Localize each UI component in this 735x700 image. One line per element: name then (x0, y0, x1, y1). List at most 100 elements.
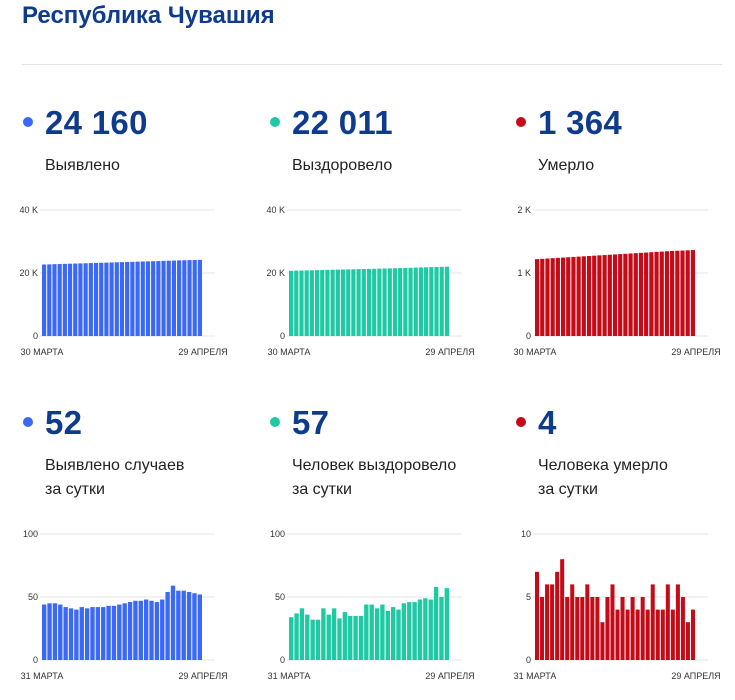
bar (540, 258, 545, 336)
bar (607, 254, 612, 336)
stat-value: 57 (292, 404, 330, 441)
bar (664, 251, 670, 336)
y-tick-label: 0 (33, 331, 38, 341)
chart-deaths-total: 0 1 K 2 K 30 МАРТА 29 АПРЕЛЯ (514, 205, 721, 357)
bar (47, 603, 52, 660)
bar (160, 599, 165, 660)
y-tick-label: 1 K (517, 268, 531, 278)
stat-label: Человека умерло за сутки (538, 454, 668, 502)
y-tick-label: 20 K (19, 268, 38, 278)
bar (47, 264, 52, 336)
bar (154, 602, 160, 660)
stat-label-line: за сутки (45, 481, 105, 498)
card-recovered-daily: 57 Человек выздоровело за сутки 0 50 100 31… (267, 400, 507, 700)
card-recovered-total: 22 011 Выздоровело 0 20 K 40 K 30 МАРТА 29 А… (266, 100, 507, 400)
bar (299, 270, 304, 336)
y-tick-label: 0 (280, 655, 285, 665)
color-dot (23, 417, 33, 427)
stat-label-line: Выявлено случаев (45, 457, 185, 474)
bar (403, 267, 408, 336)
bar (289, 617, 294, 660)
card-confirmed-total: 24 160 Выявлено 0 20 K 40 K 30 МАРТА 29 АПРЕ… (19, 100, 260, 400)
stat-label: Выявлено случаев за сутки (45, 454, 184, 502)
bar (320, 270, 325, 336)
x-tick-label-start: 31 МАРТА (21, 671, 64, 681)
bar (57, 264, 62, 336)
bar (315, 619, 321, 660)
bar (566, 257, 571, 336)
bar (638, 252, 644, 336)
y-tick-label: 100 (23, 529, 38, 539)
bar (176, 590, 181, 660)
bar (633, 253, 638, 336)
bar (423, 598, 428, 660)
bar (330, 269, 335, 336)
color-dot (270, 117, 280, 127)
bar (52, 264, 57, 336)
bar (340, 269, 346, 336)
bar (299, 608, 305, 660)
bar (675, 250, 680, 336)
bar (444, 266, 449, 336)
bar (309, 270, 314, 336)
bar (117, 604, 122, 660)
bar (156, 261, 161, 336)
bar (133, 600, 138, 660)
bar (413, 267, 418, 336)
y-tick-label: 50 (275, 592, 285, 602)
bar (114, 262, 119, 336)
y-tick-label: 100 (270, 529, 285, 539)
bar (130, 261, 135, 336)
color-dot (516, 417, 526, 427)
stat-label-line: Человека умерло (538, 457, 668, 474)
bar (545, 584, 550, 660)
bar (660, 609, 665, 660)
bar (592, 255, 597, 336)
y-tick-label: 5 (526, 592, 531, 602)
stat-label-line: Выздоровело (292, 157, 393, 174)
bar (581, 256, 586, 336)
bar (392, 268, 398, 336)
bar (74, 609, 79, 660)
bar (186, 591, 192, 660)
bar (143, 599, 149, 660)
bar (665, 584, 670, 660)
x-tick-label-start: 31 МАРТА (514, 671, 557, 681)
bar (382, 268, 387, 336)
bar (331, 608, 337, 660)
bar (407, 602, 412, 660)
bar (685, 622, 690, 660)
bar (439, 266, 444, 336)
bar (675, 584, 680, 660)
stat-value: 1 364 (538, 104, 623, 141)
stat-value: 22 011 (292, 104, 393, 141)
bar (625, 609, 630, 660)
bar (570, 584, 575, 660)
bar (412, 602, 417, 660)
bar (439, 597, 444, 660)
bar (111, 605, 117, 660)
bar (366, 268, 372, 336)
chart-deaths-daily: 0 5 10 31 МАРТА 29 АПРЕЛЯ (514, 529, 721, 681)
bar (586, 255, 592, 336)
y-tick-label: 0 (526, 655, 531, 665)
bar (149, 600, 154, 660)
bar (680, 250, 685, 336)
bar (612, 254, 618, 336)
bar (550, 584, 555, 660)
bar (620, 597, 625, 660)
bar (602, 255, 607, 336)
bar (680, 597, 685, 660)
stat-value: 4 (538, 404, 557, 441)
bar (434, 266, 439, 336)
bar (377, 268, 382, 336)
stat-label: Выздоровело (292, 154, 392, 178)
bar (597, 255, 602, 336)
stat-label-line: за сутки (538, 481, 598, 498)
bar (585, 584, 590, 660)
bar (351, 269, 356, 336)
chart-confirmed-total: 0 20 K 40 K 30 МАРТА 29 АПРЕЛЯ (19, 205, 227, 357)
x-tick-label-end: 29 АПРЕЛЯ (425, 347, 474, 357)
bar (337, 618, 342, 660)
bar (535, 259, 540, 336)
